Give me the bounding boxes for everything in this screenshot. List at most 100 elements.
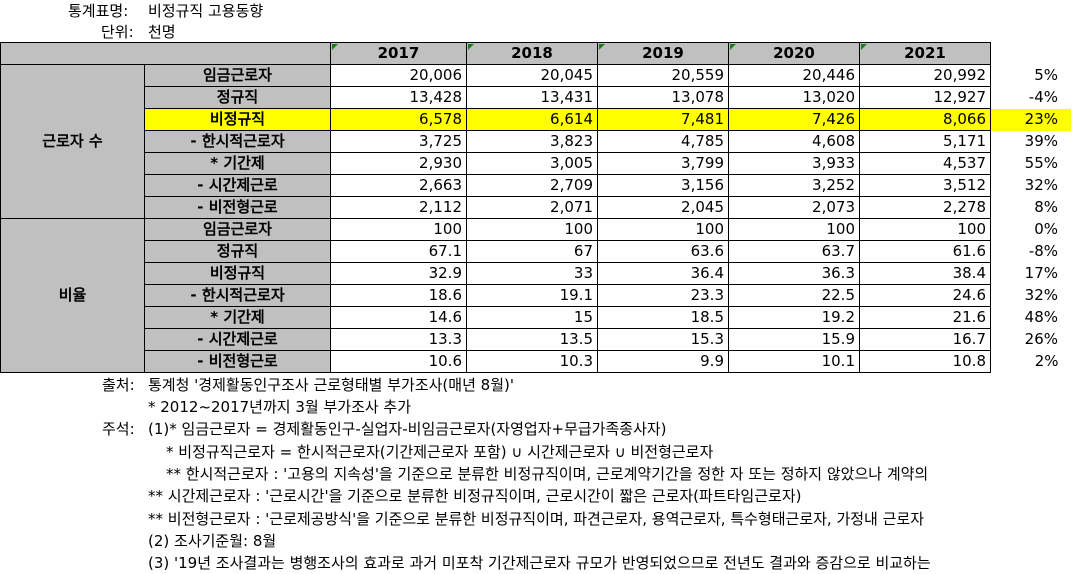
table-row: 비율 임금근로자 100 100 100 100 100 0% <box>0 218 1071 373</box>
data-cell: 2,073 <box>728 196 860 219</box>
note-line: ** 시간제근로자 : '근로시간'을 기준으로 분류한 비정규직이며, 근로시… <box>148 487 802 505</box>
data-cell: 3,725 <box>330 130 467 153</box>
row-label: - 한시적근로자 <box>144 130 331 153</box>
data-cell: 2,112 <box>330 196 467 219</box>
data-cell: 10.3 <box>466 350 598 373</box>
data-cell: 3,799 <box>597 152 729 175</box>
year-header: 2021 <box>859 42 991 65</box>
data-cell: 67.1 <box>330 240 467 263</box>
data-cell: 24.6 <box>859 284 991 307</box>
data-cell: 21.6 <box>859 306 991 329</box>
data-cell: 13,431 <box>466 86 598 109</box>
header-row: 2017 2018 2019 2020 2021 <box>0 42 1071 65</box>
data-cell: 2,930 <box>330 152 467 175</box>
data-cell: 23.3 <box>597 284 729 307</box>
row-label: 비정규직 <box>144 108 331 131</box>
data-cell: 100 <box>330 218 467 241</box>
data-cell: 100 <box>859 218 991 241</box>
data-cell: 13,078 <box>597 86 729 109</box>
data-cell: 14.6 <box>330 306 467 329</box>
data-cell: 32.9 <box>330 262 467 285</box>
data-cell: 4,537 <box>859 152 991 175</box>
data-cell: 20,992 <box>859 64 991 87</box>
data-cell: 13,428 <box>330 86 467 109</box>
table-row: 정규직 67.1 67 63.6 63.7 61.6 -8% <box>1 240 1071 263</box>
data-cell: 3,933 <box>728 152 860 175</box>
table-row: * 기간제 2,930 3,005 3,799 3,933 4,537 55% <box>1 152 1071 175</box>
note-line: ** 한시적근로자 : '고용의 지속성'을 기준으로 분류한 비정규직이며, … <box>166 465 929 483</box>
table-row: 비정규직 6,578 6,614 7,481 7,426 8,066 23% <box>1 108 1071 131</box>
data-cell: 8,066 <box>859 108 991 131</box>
table-row: - 한시적근로자 3,725 3,823 4,785 4,608 5,171 39% <box>1 130 1071 153</box>
comment-marker-icon <box>599 44 605 50</box>
comment-marker-icon <box>332 44 338 50</box>
data-cell: 3,156 <box>597 174 729 197</box>
data-cell: 12,927 <box>859 86 991 109</box>
data-cell: 13.5 <box>466 328 598 351</box>
change-cell: -4% <box>990 86 1071 109</box>
data-cell: 9.9 <box>597 350 729 373</box>
row-label: - 비전형근로 <box>144 350 331 373</box>
data-cell: 61.6 <box>859 240 991 263</box>
data-cell: 100 <box>597 218 729 241</box>
row-label: 임금근로자 <box>144 218 331 241</box>
change-cell: 17% <box>990 262 1071 285</box>
change-cell: 48% <box>990 306 1071 329</box>
note-line: ** 비전형근로자 : '근로제공방식'을 기준으로 분류한 비정규직이며, 파… <box>148 510 925 528</box>
data-cell: 2,071 <box>466 196 598 219</box>
table-row: 근로자 수 임금근로자 20,006 20,045 20,559 20,446 20,992… <box>0 64 1071 219</box>
row-label: * 기간제 <box>144 152 331 175</box>
row-label: - 비전형근로 <box>144 196 331 219</box>
source-label: 출처: <box>102 376 135 394</box>
data-cell: 20,045 <box>466 64 598 87</box>
data-cell: 63.6 <box>597 240 729 263</box>
stats-table: 2017 2018 2019 2020 2021 근로자 수 임금근로자 20,006 20,0… <box>0 42 1071 373</box>
data-cell: 20,006 <box>330 64 467 87</box>
data-cell: 3,252 <box>728 174 860 197</box>
row-label: * 기간제 <box>144 306 331 329</box>
data-cell: 6,578 <box>330 108 467 131</box>
row-label: - 한시적근로자 <box>144 284 331 307</box>
data-cell: 19.2 <box>728 306 860 329</box>
data-cell: 10.6 <box>330 350 467 373</box>
change-cell: 55% <box>990 152 1071 175</box>
change-cell: -8% <box>990 240 1071 263</box>
note-line: * 비정규직근로자 = 한시적근로자(기간제근로자 포함) ∪ 시간제근로자 ∪… <box>166 443 714 461</box>
data-cell: 3,512 <box>859 174 991 197</box>
note-line: (2) 조사기준월: 8월 <box>148 532 277 550</box>
data-cell: 36.3 <box>728 262 860 285</box>
unit-value: 천명 <box>148 23 176 41</box>
note-line: (3) '19년 조사결과는 병행조사의 효과로 과거 미포착 기간제근로자 규… <box>148 554 931 572</box>
data-cell: 100 <box>728 218 860 241</box>
notes-label: 주석: <box>102 420 135 438</box>
data-cell: 2,045 <box>597 196 729 219</box>
data-cell: 6,614 <box>466 108 598 131</box>
comment-marker-icon <box>468 44 474 50</box>
data-cell: 13,020 <box>728 86 860 109</box>
data-cell: 13.3 <box>330 328 467 351</box>
row-label: - 시간제근로 <box>144 174 331 197</box>
data-cell: 33 <box>466 262 598 285</box>
change-cell: 32% <box>990 284 1071 307</box>
data-cell: 36.4 <box>597 262 729 285</box>
source-text: 통계청 '경제활동인구조사 근로형태별 부가조사(매년 8월)' <box>148 376 514 394</box>
change-cell: 39% <box>990 130 1071 153</box>
group-label: 근로자 수 <box>0 64 145 219</box>
data-cell: 38.4 <box>859 262 991 285</box>
change-cell: 32% <box>990 174 1071 197</box>
unit-label: 단위: <box>101 23 134 41</box>
table-row: - 비전형근로 2,112 2,071 2,045 2,073 2,278 8% <box>1 196 1071 219</box>
title-value: 비정규직 고용동향 <box>148 2 264 20</box>
data-cell: 3,823 <box>466 130 598 153</box>
data-cell: 100 <box>466 218 598 241</box>
year-header: 2020 <box>728 42 860 65</box>
data-cell: 4,785 <box>597 130 729 153</box>
table-row: * 기간제 14.6 15 18.5 19.2 21.6 48% <box>1 306 1071 329</box>
table-row: - 비전형근로 10.6 10.3 9.9 10.1 10.8 2% <box>1 350 1071 373</box>
data-cell: 10.8 <box>859 350 991 373</box>
data-cell: 16.7 <box>859 328 991 351</box>
row-label: 임금근로자 <box>144 64 331 87</box>
table-row: - 시간제근로 13.3 13.5 15.3 15.9 16.7 26% <box>1 328 1071 351</box>
note-line: (1)* 임금근로자 = 경제활동인구-실업자-비임금근로자(자영업자+무급가족… <box>148 420 667 438</box>
data-cell: 10.1 <box>728 350 860 373</box>
